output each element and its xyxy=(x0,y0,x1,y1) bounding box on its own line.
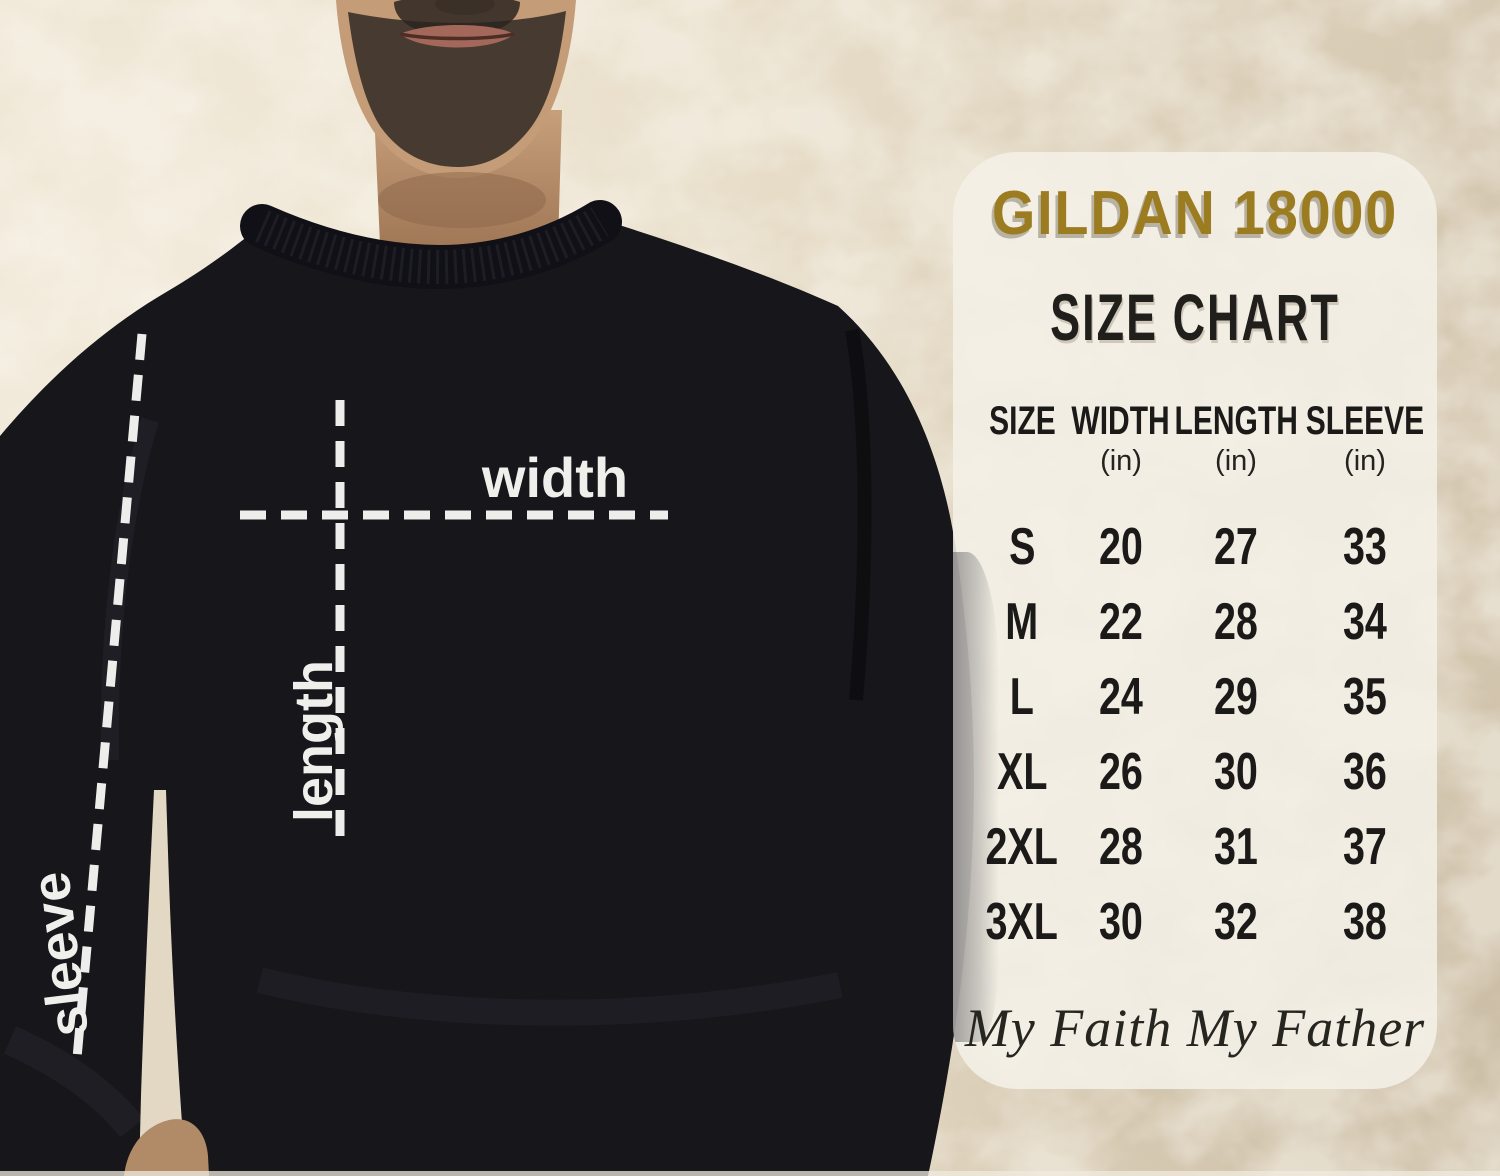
arm-silhouette-through-panel xyxy=(953,552,999,1042)
table-row: XL 26 30 36 xyxy=(953,734,1437,809)
header-label: LENGTH xyxy=(1174,399,1298,443)
length-cell: 30 xyxy=(1214,742,1258,801)
brand-signature: My Faith My Father xyxy=(964,998,1426,1058)
cuff-fold xyxy=(3,1026,144,1138)
under-chin-shadow xyxy=(378,172,546,228)
floor-edge xyxy=(0,1171,1500,1176)
collar-band xyxy=(240,200,622,290)
sleeve-cell: 37 xyxy=(1343,817,1387,876)
sleeve-cell: 34 xyxy=(1343,592,1387,651)
length-cell: 27 xyxy=(1214,517,1258,576)
size-cell: L xyxy=(1009,667,1035,726)
sleeve-cell: 35 xyxy=(1343,667,1387,726)
table-row: M 22 28 34 xyxy=(953,584,1437,659)
size-cell: M xyxy=(1005,592,1039,651)
size-table-header: SIZE WIDTH (in) LENGTH (in) SLEEVE (in) xyxy=(953,399,1437,478)
panel-title: GILDAN 18000 xyxy=(991,179,1399,248)
mouth-line xyxy=(399,32,515,41)
header-label: SLEEVE xyxy=(1305,399,1425,443)
man-photo xyxy=(0,0,974,1176)
width-cell: 30 xyxy=(1099,892,1143,951)
length-cell: 31 xyxy=(1214,817,1258,876)
table-row: 2XL 28 31 37 xyxy=(953,809,1437,884)
width-cell: 28 xyxy=(1099,817,1143,876)
length-cell: 28 xyxy=(1214,592,1258,651)
torso-fold xyxy=(256,967,843,1026)
size-table: S 20 27 33 M 22 28 34 L 24 29 35 XL 26 3… xyxy=(953,509,1437,959)
header-width: WIDTH (in) xyxy=(1055,399,1186,478)
size-cell: XL xyxy=(996,742,1048,801)
header-unit: (in) xyxy=(1344,445,1386,477)
length-cell: 29 xyxy=(1214,667,1258,726)
size-cell: S xyxy=(1008,517,1036,576)
right-arm-crease xyxy=(845,328,872,701)
width-cell: 20 xyxy=(1099,517,1143,576)
width-label: width xyxy=(481,446,628,509)
header-unit: (in) xyxy=(1100,445,1142,477)
table-row: L 24 29 35 xyxy=(953,659,1437,734)
beard xyxy=(348,11,566,167)
length-cell: 32 xyxy=(1214,892,1258,951)
sweatshirt-body xyxy=(0,219,974,1176)
table-row: 3XL 30 32 38 xyxy=(953,884,1437,959)
header-label: SIZE xyxy=(988,399,1056,443)
sleeve-cell: 33 xyxy=(1343,517,1387,576)
size-chart-panel: GILDAN 18000 SIZE CHART SIZE WIDTH (in) … xyxy=(953,152,1437,1089)
collar-ribbing xyxy=(255,207,609,285)
size-cell: 2XL xyxy=(985,817,1059,876)
header-sleeve: SLEEVE (in) xyxy=(1286,399,1437,478)
wall-gap-between-arm-and-torso xyxy=(139,790,186,1176)
width-cell: 26 xyxy=(1099,742,1143,801)
sleeve-cell: 36 xyxy=(1343,742,1387,801)
header-size: SIZE xyxy=(978,399,1067,444)
width-cell: 22 xyxy=(1099,592,1143,651)
table-row: S 20 27 33 xyxy=(953,509,1437,584)
header-length: LENGTH (in) xyxy=(1154,399,1318,478)
header-label: WIDTH xyxy=(1071,399,1171,443)
sleeve-cell: 38 xyxy=(1343,892,1387,951)
panel-subtitle: SIZE CHART xyxy=(1050,280,1340,354)
hand xyxy=(124,1119,209,1176)
length-label: length xyxy=(284,660,344,822)
width-cell: 24 xyxy=(1099,667,1143,726)
header-unit: (in) xyxy=(1215,445,1257,477)
size-cell: 3XL xyxy=(985,892,1059,951)
lips xyxy=(400,25,514,48)
measurement-overlay xyxy=(72,333,668,1059)
